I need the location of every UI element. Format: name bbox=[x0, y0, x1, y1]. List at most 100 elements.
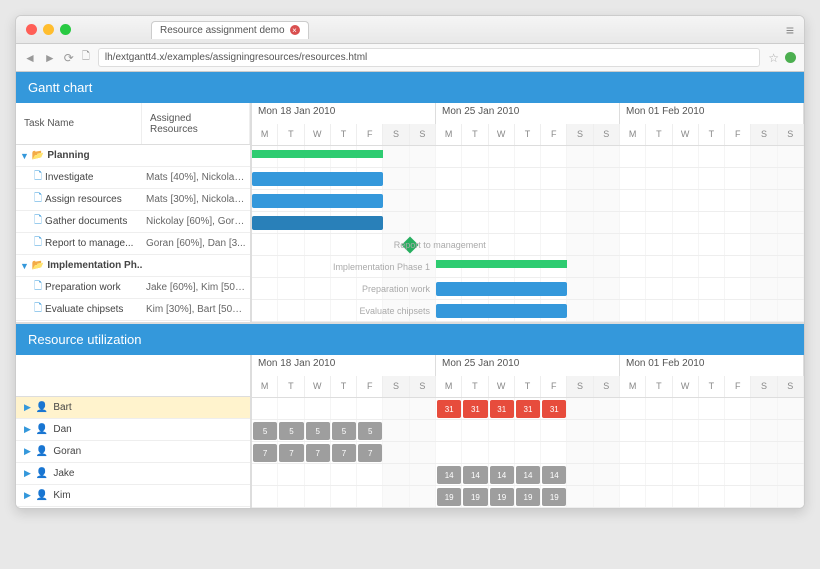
task-name: Assign resources bbox=[45, 194, 122, 205]
utilization-cell[interactable]: 31 bbox=[463, 400, 487, 418]
task-bar[interactable]: Preparation work bbox=[436, 282, 567, 296]
utilization-cell[interactable]: 31 bbox=[542, 400, 566, 418]
task-bar[interactable] bbox=[252, 194, 383, 208]
task-row[interactable]: 🗋Gather documentsNickolay [60%], Gora... bbox=[16, 211, 250, 233]
resource-row[interactable]: ▶👤Kim bbox=[16, 485, 250, 507]
task-bar[interactable] bbox=[252, 172, 383, 186]
assigned-resources-cell[interactable]: Mats [30%], Nickolay ... bbox=[142, 194, 250, 205]
day-header: S bbox=[567, 376, 593, 397]
task-row[interactable]: ▼📂Implementation Ph... bbox=[16, 255, 250, 277]
close-tab-icon[interactable]: × bbox=[290, 25, 300, 35]
day-header: T bbox=[515, 124, 541, 145]
task-bar[interactable]: Evaluate chipsets bbox=[436, 304, 567, 318]
expand-icon[interactable]: ▶ bbox=[24, 446, 31, 457]
utilization-cell[interactable]: 31 bbox=[437, 400, 461, 418]
assigned-resources-cell[interactable]: Mats [40%], Nickolay ... bbox=[142, 172, 250, 183]
extension-icon[interactable] bbox=[785, 52, 796, 63]
utilization-cell[interactable]: 5 bbox=[253, 422, 277, 440]
utilization-cell[interactable]: 5 bbox=[306, 422, 330, 440]
utilization-cell[interactable]: 7 bbox=[332, 444, 356, 462]
utilization-cell[interactable]: 5 bbox=[279, 422, 303, 440]
resource-row[interactable]: ▶👤Goran bbox=[16, 441, 250, 463]
url-input[interactable]: lh/extgantt4.x/examples/assigningresourc… bbox=[98, 48, 760, 67]
column-assigned-resources[interactable]: Assigned Resources bbox=[142, 103, 250, 144]
minimize-window-button[interactable] bbox=[43, 24, 54, 35]
hamburger-menu-icon[interactable]: ≡ bbox=[786, 22, 794, 38]
resource-row[interactable]: ▶👤Dan bbox=[16, 419, 250, 441]
day-header: F bbox=[725, 124, 751, 145]
resource-row[interactable]: ▶👤Jake bbox=[16, 463, 250, 485]
timeline-row: 1414141414 bbox=[252, 464, 804, 486]
file-icon: 🗋 bbox=[34, 191, 42, 208]
close-window-button[interactable] bbox=[26, 24, 37, 35]
utilization-cell[interactable]: 7 bbox=[358, 444, 382, 462]
column-task-name[interactable]: Task Name bbox=[16, 103, 142, 144]
task-row[interactable]: 🗋Evaluate chipsetsKim [30%], Bart [50%..… bbox=[16, 299, 250, 321]
address-bar: ◄ ► ⟳ 🗋 lh/extgantt4.x/examples/assignin… bbox=[16, 44, 804, 72]
utilization-cell[interactable]: 31 bbox=[490, 400, 514, 418]
back-button[interactable]: ◄ bbox=[24, 51, 36, 65]
utilization-cell[interactable]: 19 bbox=[437, 488, 461, 506]
titlebar: Resource assignment demo × ≡ bbox=[16, 16, 804, 44]
resource-name: Dan bbox=[53, 424, 71, 435]
forward-button[interactable]: ► bbox=[44, 51, 56, 65]
day-header: S bbox=[410, 124, 436, 145]
utilization-cell[interactable]: 19 bbox=[516, 488, 540, 506]
utilization-cell[interactable]: 31 bbox=[516, 400, 540, 418]
utilization-cell[interactable]: 14 bbox=[437, 466, 461, 484]
day-header: S bbox=[567, 124, 593, 145]
assigned-resources-cell[interactable]: Kim [30%], Bart [50%... bbox=[142, 304, 250, 315]
timeline-row: Report to management bbox=[252, 234, 804, 256]
utilization-cell[interactable]: 19 bbox=[490, 488, 514, 506]
task-name: Gather documents bbox=[45, 216, 127, 227]
day-header: W bbox=[305, 124, 331, 145]
day-header: W bbox=[305, 376, 331, 397]
expand-icon[interactable]: ▼ bbox=[20, 151, 29, 161]
utilization-cell[interactable]: 7 bbox=[279, 444, 303, 462]
reload-button[interactable]: ⟳ bbox=[64, 51, 74, 65]
expand-icon[interactable]: ▶ bbox=[24, 424, 31, 435]
bookmark-star-icon[interactable]: ☆ bbox=[768, 51, 779, 65]
assigned-resources-cell[interactable]: Goran [60%], Dan [3... bbox=[142, 238, 250, 249]
utilization-cell[interactable]: 19 bbox=[463, 488, 487, 506]
assigned-resources-cell[interactable]: Jake [60%], Kim [50%... bbox=[142, 282, 250, 293]
window-controls bbox=[26, 24, 71, 35]
expand-icon[interactable]: ▶ bbox=[24, 402, 31, 413]
day-header: S bbox=[410, 376, 436, 397]
task-bar[interactable] bbox=[252, 216, 383, 230]
utilization-cell[interactable]: 5 bbox=[332, 422, 356, 440]
expand-icon[interactable]: ▼ bbox=[20, 261, 29, 271]
utilization-cell[interactable]: 14 bbox=[542, 466, 566, 484]
summary-bar[interactable]: Implementation Phase 1 bbox=[436, 260, 567, 268]
day-header: S bbox=[778, 124, 804, 145]
utilization-cell[interactable]: 14 bbox=[516, 466, 540, 484]
util-section-header: Resource utilization bbox=[16, 324, 804, 355]
utilization-cell[interactable]: 7 bbox=[306, 444, 330, 462]
task-row[interactable]: 🗋Report to manage...Goran [60%], Dan [3.… bbox=[16, 233, 250, 255]
day-header: F bbox=[357, 124, 383, 145]
utilization-cell[interactable]: 14 bbox=[490, 466, 514, 484]
day-header: T bbox=[331, 376, 357, 397]
bar-label: Implementation Phase 1 bbox=[333, 260, 436, 274]
browser-tab[interactable]: Resource assignment demo × bbox=[151, 21, 309, 39]
day-header: T bbox=[278, 376, 304, 397]
resource-row[interactable]: ▶👤Bart bbox=[16, 397, 250, 419]
expand-icon[interactable]: ▶ bbox=[24, 490, 31, 501]
file-icon: 🗋 bbox=[34, 169, 42, 186]
assigned-resources-cell[interactable]: Nickolay [60%], Gora... bbox=[142, 216, 250, 227]
task-row[interactable]: 🗋InvestigateMats [40%], Nickolay ... bbox=[16, 167, 250, 189]
task-row[interactable]: ▼📂Planning bbox=[16, 145, 250, 167]
task-row[interactable]: 🗋Assign resources Mats [30%], Nickolay ..… bbox=[16, 189, 250, 211]
summary-bar[interactable] bbox=[252, 150, 383, 158]
person-icon: 👤 bbox=[36, 402, 48, 413]
task-row[interactable]: 🗋Preparation workJake [60%], Kim [50%... bbox=[16, 277, 250, 299]
utilization-cell[interactable]: 7 bbox=[253, 444, 277, 462]
utilization-cell[interactable]: 14 bbox=[463, 466, 487, 484]
maximize-window-button[interactable] bbox=[60, 24, 71, 35]
timeline-row: 3131313131 bbox=[252, 398, 804, 420]
gantt-timeline: Mon 18 Jan 2010Mon 25 Jan 2010Mon 01 Feb… bbox=[252, 103, 804, 322]
page-content: Gantt chart Task Name Assigned Resources… bbox=[16, 72, 804, 508]
utilization-cell[interactable]: 19 bbox=[542, 488, 566, 506]
expand-icon[interactable]: ▶ bbox=[24, 468, 31, 479]
utilization-cell[interactable]: 5 bbox=[358, 422, 382, 440]
